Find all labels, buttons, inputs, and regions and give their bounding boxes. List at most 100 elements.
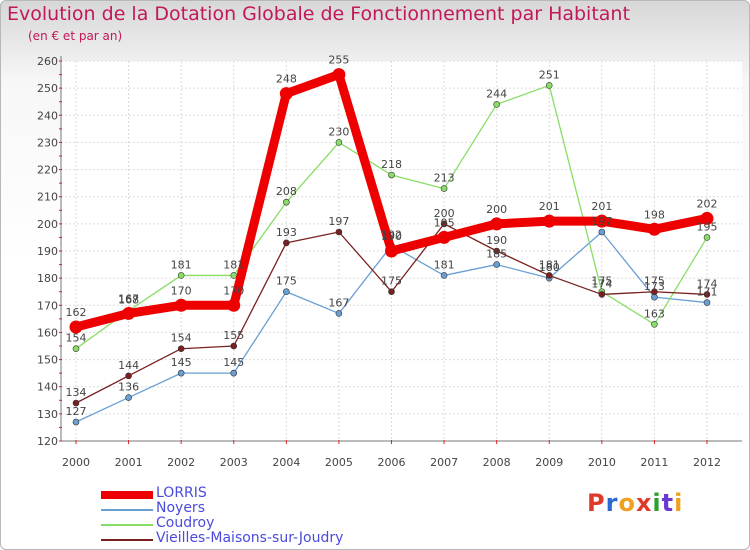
data-point — [72, 399, 80, 407]
y-tick-label: 140 — [37, 381, 58, 394]
legend-label: Coudroy — [156, 515, 215, 531]
data-point — [440, 272, 448, 279]
data-label: 218 — [381, 158, 402, 171]
data-point — [542, 214, 556, 228]
data-point — [545, 272, 553, 279]
legend-label: Vieilles-Maisons-sur-Joudry — [156, 530, 344, 546]
data-point — [388, 171, 395, 179]
data-point — [332, 68, 346, 82]
data-label: 170 — [171, 284, 192, 297]
data-point — [283, 288, 290, 296]
x-tick-label: 2010 — [588, 456, 616, 469]
data-label: 181 — [434, 258, 455, 271]
data-label: 174 — [697, 277, 718, 290]
data-point — [595, 214, 609, 228]
y-tick-label: 240 — [37, 109, 58, 122]
data-label: 193 — [276, 226, 297, 239]
data-label: 145 — [171, 356, 192, 369]
data-label: 173 — [644, 280, 665, 293]
data-point — [647, 222, 661, 236]
data-label: 200 — [434, 207, 455, 220]
data-point — [440, 220, 448, 228]
data-point — [72, 418, 80, 426]
data-point — [335, 228, 343, 236]
data-point — [703, 299, 711, 306]
y-tick-label: 150 — [37, 354, 58, 367]
data-point — [279, 87, 293, 101]
logo-letter: r — [605, 489, 619, 517]
data-label: 190 — [486, 234, 507, 247]
x-tick-label: 2003 — [220, 456, 248, 469]
data-point — [703, 234, 711, 241]
data-label: 208 — [276, 185, 297, 198]
x-tick-label: 2012 — [693, 456, 721, 469]
data-point — [174, 298, 188, 312]
logo-letter: i — [674, 489, 684, 517]
y-tick-label: 130 — [37, 408, 58, 421]
data-label: 197 — [591, 215, 612, 228]
data-point — [598, 291, 606, 298]
y-tick-label: 120 — [37, 435, 58, 448]
data-point — [227, 298, 241, 312]
data-label: 167 — [328, 296, 349, 309]
y-tick-label: 160 — [37, 326, 58, 339]
data-point — [72, 345, 80, 353]
data-label: 174 — [591, 277, 612, 290]
data-point — [388, 288, 395, 296]
data-label: 192 — [381, 229, 402, 242]
x-tick-label: 2004 — [272, 456, 300, 469]
y-tick-label: 260 — [37, 55, 58, 68]
data-point — [125, 372, 132, 380]
data-label: 248 — [276, 73, 297, 86]
x-tick-label: 2006 — [378, 456, 406, 469]
data-point — [230, 342, 238, 350]
data-label: 197 — [328, 215, 349, 228]
data-label: 171 — [697, 286, 718, 299]
chart-title: Evolution de la Dotation Globale de Fonc… — [7, 3, 630, 25]
data-label: 202 — [697, 197, 718, 210]
data-label: 251 — [539, 68, 560, 81]
data-label: 170 — [223, 284, 244, 297]
data-label: 244 — [486, 87, 507, 100]
legend-label: Noyers — [156, 500, 205, 516]
x-tick-label: 2009 — [535, 456, 563, 469]
y-tick-label: 200 — [37, 218, 58, 231]
proxiti-logo: Proxiti — [587, 489, 683, 517]
data-point — [493, 101, 500, 108]
data-point — [651, 293, 658, 301]
data-label: 144 — [118, 359, 139, 372]
data-label: 134 — [66, 386, 87, 399]
x-tick-label: 2000 — [62, 456, 90, 469]
y-tick-label: 170 — [37, 299, 58, 312]
data-label: 201 — [539, 200, 560, 213]
data-point — [177, 369, 185, 377]
x-tick-label: 2011 — [640, 456, 668, 469]
data-label: 154 — [171, 332, 192, 345]
data-label: 185 — [486, 248, 507, 261]
data-label: 201 — [591, 200, 612, 213]
x-tick-label: 2002 — [167, 456, 195, 469]
data-point — [437, 230, 451, 244]
data-point — [125, 394, 132, 401]
data-label: 175 — [381, 275, 402, 288]
data-label: 154 — [66, 332, 87, 345]
data-point — [177, 345, 185, 353]
data-label: 162 — [66, 306, 87, 319]
data-label: 136 — [118, 381, 139, 394]
data-label: 190 — [381, 230, 402, 243]
logo-letter: o — [618, 489, 636, 517]
data-point — [703, 291, 711, 298]
x-tick-label: 2008 — [483, 456, 511, 469]
y-tick-label: 250 — [37, 82, 58, 95]
data-label: 195 — [697, 220, 718, 233]
data-label: 145 — [223, 356, 244, 369]
data-label: 213 — [434, 172, 455, 185]
data-label: 163 — [644, 307, 665, 320]
y-tick-label: 230 — [37, 136, 58, 149]
data-point — [651, 320, 658, 328]
legend-swatch — [101, 539, 153, 541]
data-point — [493, 247, 500, 255]
legend-swatch — [101, 491, 153, 499]
data-label: 181 — [539, 258, 560, 271]
